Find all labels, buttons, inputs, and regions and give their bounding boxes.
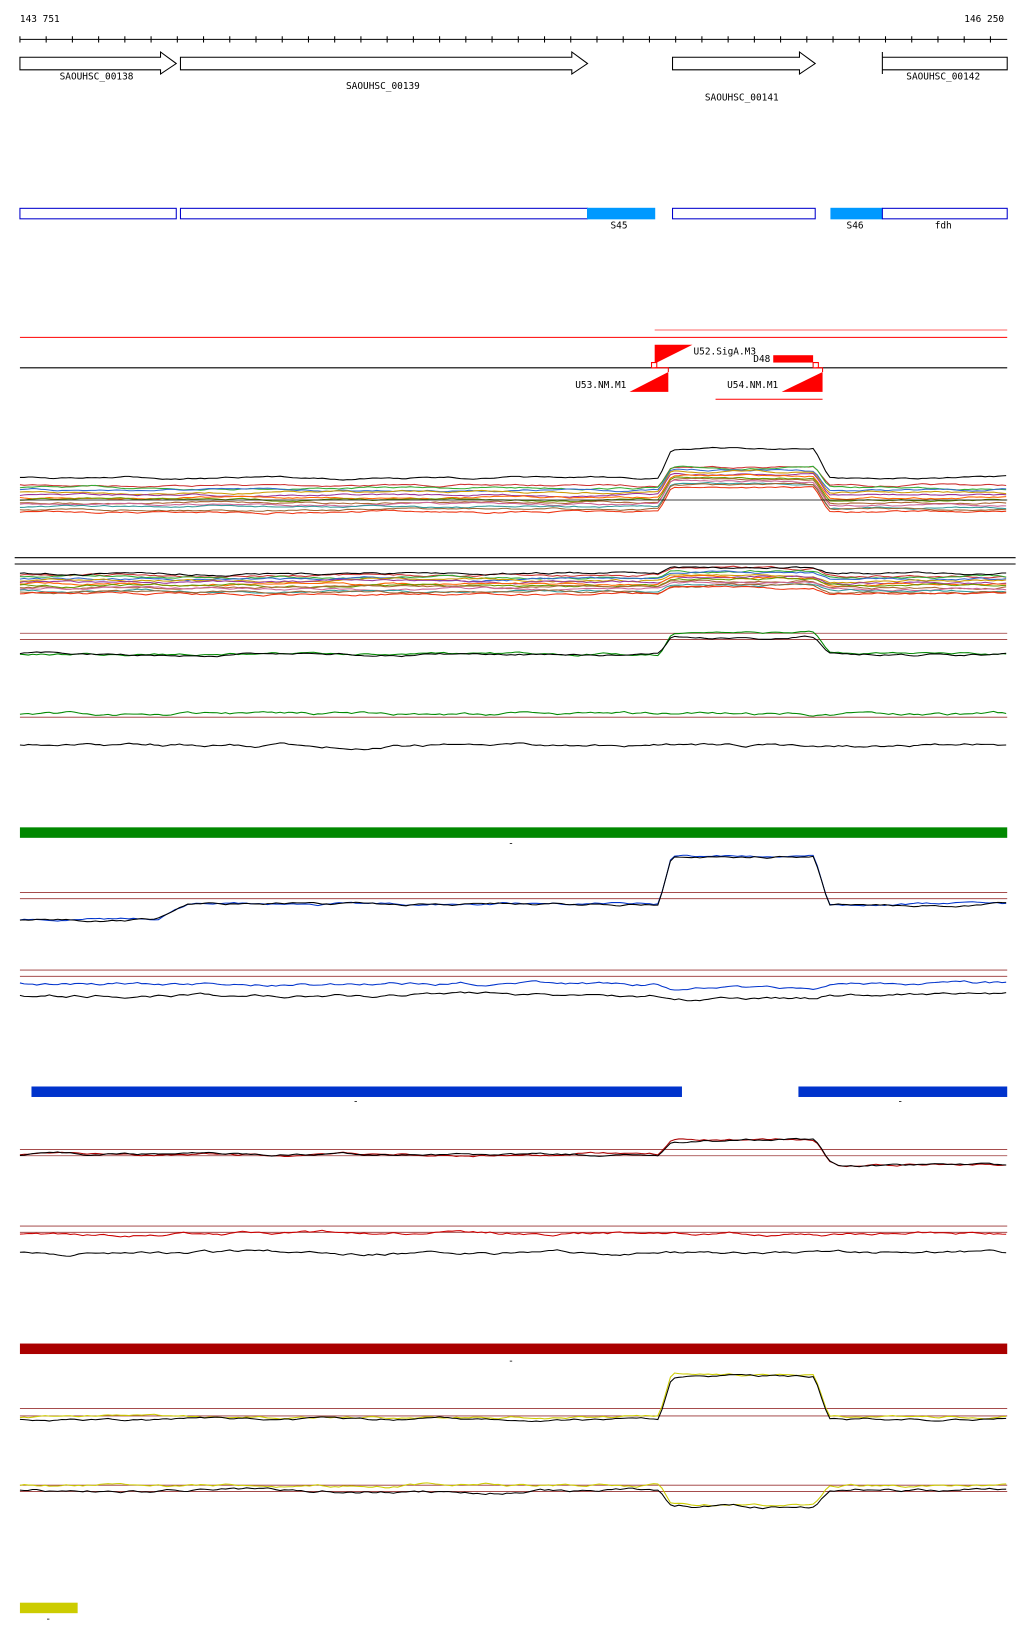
ruler-end: 146 250	[964, 14, 1004, 25]
signal-line	[19, 980, 1007, 991]
strand-label: -	[508, 839, 514, 850]
signal-line	[19, 742, 1007, 751]
feature-flag	[654, 344, 693, 364]
signal-line	[19, 1372, 1007, 1420]
gene-arrow	[672, 50, 817, 76]
signal-line	[19, 1482, 1007, 1507]
segment-track	[19, 207, 1008, 220]
signal-line	[19, 472, 1007, 498]
feature-flag	[781, 372, 823, 392]
signal-line	[19, 580, 1007, 592]
segment	[881, 207, 1008, 220]
signal-line	[19, 710, 1007, 717]
signal-line	[19, 565, 1007, 579]
signal-line	[19, 566, 1007, 577]
signal-line	[19, 583, 1007, 594]
signal-line	[19, 477, 1007, 505]
signal-line	[19, 479, 1007, 507]
signal-line	[19, 446, 1007, 481]
segment	[179, 207, 589, 220]
signal-line	[19, 569, 1007, 580]
signal-line	[19, 1137, 1007, 1168]
signal-line	[19, 1249, 1007, 1257]
signal-line	[19, 635, 1007, 658]
segment-label: S45	[610, 221, 627, 232]
strand-bar	[19, 1602, 78, 1614]
signal-line	[19, 991, 1007, 1002]
signal-line	[19, 473, 1007, 501]
signal-line	[19, 574, 1007, 584]
segment	[830, 207, 883, 220]
gene-track	[19, 50, 1008, 76]
feature-anchor	[651, 362, 819, 369]
signal-line	[19, 577, 1007, 589]
feature-label: U53.NM.M1	[575, 380, 626, 391]
feature-block	[773, 355, 814, 363]
feature-track	[19, 329, 1008, 400]
feature-label: U54.NM.M1	[727, 380, 778, 391]
strand-bar	[19, 827, 1008, 838]
strand-label: -	[45, 1614, 51, 1625]
strand-bar	[798, 1086, 1008, 1097]
ruler-start: 143 751	[20, 14, 60, 25]
signal-line	[19, 465, 1007, 488]
feature-flag	[629, 372, 669, 392]
gene-arrow	[179, 50, 589, 76]
strand-bar	[19, 1343, 1008, 1355]
signal-tracks	[14, 446, 1016, 1510]
segment-label: S46	[847, 221, 864, 232]
signal-line	[19, 1487, 1007, 1510]
segment	[19, 207, 177, 220]
gene-arrow	[19, 50, 178, 76]
signal-line	[19, 854, 1007, 922]
signal-line	[19, 469, 1007, 496]
signal-line	[19, 1229, 1007, 1238]
strand-label: -	[353, 1097, 359, 1108]
signal-line	[19, 1373, 1007, 1423]
segment	[672, 207, 816, 220]
signal-line	[19, 1138, 1007, 1168]
gene-label: SAOUHSC_00141	[705, 93, 779, 104]
ruler: 143 751 146 250	[19, 14, 1008, 43]
strand-label: -	[508, 1356, 514, 1367]
gene-label: SAOUHSC_00139	[346, 81, 420, 92]
gene-label: SAOUHSC_00138	[60, 72, 134, 83]
signal-line	[19, 486, 1007, 515]
signal-line	[19, 585, 1007, 597]
signal-line	[19, 630, 1007, 657]
feature-label: D48	[753, 354, 770, 365]
signal-line	[19, 855, 1007, 923]
signal-line	[19, 468, 1007, 493]
feature-label: U52.SigA.M3	[694, 347, 757, 358]
signal-line	[19, 583, 1007, 595]
segment-label: fdh	[935, 221, 952, 232]
strand-label: -	[897, 1097, 903, 1108]
segment	[587, 207, 656, 220]
feature-connector	[654, 367, 824, 373]
signal-line	[19, 482, 1007, 512]
strand-bar	[31, 1086, 682, 1097]
gene-label: SAOUHSC_00142	[906, 72, 980, 83]
gene-arrow	[881, 52, 1008, 75]
